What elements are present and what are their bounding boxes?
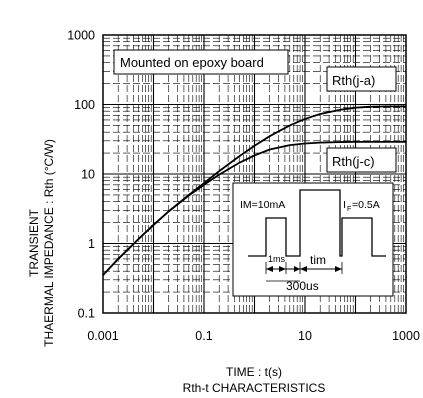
grid-lines [103, 35, 406, 313]
x-tick-label: 0.001 [87, 329, 118, 343]
y-tick-label: 1000 [67, 29, 95, 43]
y-tick-label: 100 [74, 98, 95, 112]
tick-labels: 0.1 1 10 100 1000 0.001 0.1 10 1000 [67, 29, 420, 344]
plot-frame [102, 34, 407, 314]
y-axis-title-line1: TRANSIENT [27, 208, 41, 277]
mounted-label: Mounted on epoxy board [120, 55, 264, 70]
rth-ja-label: Rth(j-a) [332, 73, 375, 88]
im-label: IM=10mA [240, 199, 285, 211]
us-label: 300us [286, 279, 319, 293]
annotation-rth-ja: Rth(j-a) [326, 66, 397, 92]
y-tick-label: 10 [81, 168, 95, 182]
x-tick-label: 1000 [392, 329, 420, 343]
y-axis-title-line2: THAERMAL IMPEDANCE : Rth (°C/W) [42, 139, 56, 347]
tim-label: tim [310, 253, 326, 267]
series-line-rth-jc [102, 140, 406, 276]
svg-text:I: I [343, 199, 346, 211]
y-axis-title: TRANSIENT THAERMAL IMPEDANCE : Rth (°C/W… [27, 139, 56, 347]
pulse-waveform [248, 189, 386, 257]
y-tick-label: 1 [88, 237, 95, 251]
annotation-mounted: Mounted on epoxy board [113, 49, 289, 75]
x-tick-label: 10 [298, 329, 312, 343]
x-axis-title: TIME : t(s) [226, 365, 282, 379]
svg-text:F: F [347, 206, 351, 213]
svg-text:=0.5A: =0.5A [352, 199, 380, 211]
ms-label: 1ms [268, 254, 286, 264]
x-tick-label: 0.1 [195, 329, 212, 343]
pulse-inset: IM=10mA I F =0.5A 1ms tim 300us [232, 182, 394, 297]
if-label: I F =0.5A [343, 199, 380, 213]
data-series [102, 105, 406, 276]
chart-caption: Rth-t CHARACTERISTICS [183, 381, 326, 395]
rth-jc-label: Rth(j-c) [332, 154, 375, 169]
annotation-rth-jc: Rth(j-c) [326, 147, 397, 173]
y-tick-label: 0.1 [78, 307, 95, 321]
